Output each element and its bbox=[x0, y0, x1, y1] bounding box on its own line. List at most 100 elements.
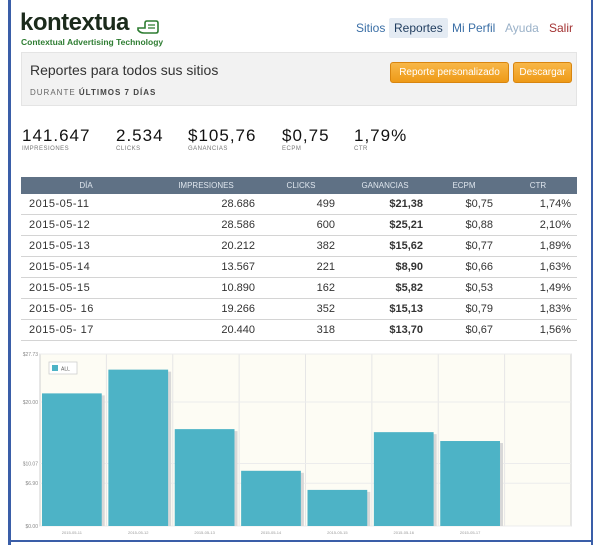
cell-earnings: $15,13 bbox=[341, 298, 429, 320]
x-tick-label: 2015-05-12 bbox=[128, 530, 149, 535]
cell-impressions: 20.440 bbox=[151, 319, 261, 341]
cell-ecpm: $0,66 bbox=[429, 256, 499, 278]
nav-sitios[interactable]: Sitios bbox=[356, 21, 386, 35]
x-tick-label: 2015-05-11 bbox=[62, 530, 83, 535]
cell-ctr: 1,63% bbox=[499, 256, 577, 278]
column-header-impresiones[interactable]: IMPRESIONES bbox=[151, 177, 261, 194]
cell-earnings: $25,21 bbox=[341, 214, 429, 236]
nav-ayuda[interactable]: Ayuda bbox=[505, 21, 539, 35]
period-prefix: DURANTE bbox=[30, 88, 76, 97]
cell-date: 2015-05-11 bbox=[21, 194, 151, 215]
cell-earnings: $8,90 bbox=[341, 256, 429, 278]
cell-date: 2015-05-12 bbox=[21, 214, 151, 236]
bar[interactable] bbox=[42, 393, 102, 526]
table-row: 2015-05- 16 19.266 352 $15,13 $0,79 1,83… bbox=[21, 298, 577, 320]
cell-earnings: $15,62 bbox=[341, 235, 429, 257]
cell-ecpm: $0,88 bbox=[429, 214, 499, 236]
cell-ecpm: $0,79 bbox=[429, 298, 499, 320]
stat-value: 2.534 bbox=[116, 126, 164, 145]
table-row: 2015-05-11 28.686 499 $21,38 $0,75 1,74% bbox=[21, 194, 577, 215]
cell-clicks: 352 bbox=[261, 298, 341, 320]
y-tick-label: $0.00 bbox=[25, 524, 38, 530]
bar[interactable] bbox=[241, 470, 301, 526]
table-row: 2015-05-14 13.567 221 $8,90 $0,66 1,63% bbox=[21, 256, 577, 278]
earnings-chart: $0.00 $6.90 $10.07 $20.00 $27.73 2015-05-11 20… bbox=[20, 346, 580, 538]
brand-name: kontextua bbox=[20, 9, 129, 36]
table-row: 2015-05- 17 20.440 318 $13,70 $0,67 1,56… bbox=[21, 319, 577, 341]
stat-label: ECPM bbox=[282, 146, 302, 152]
bar[interactable] bbox=[174, 429, 235, 526]
page-title: Reportes para todos sus sitios bbox=[30, 62, 219, 78]
nav-salir[interactable]: Salir bbox=[549, 21, 574, 35]
cell-date: 2015-05- 17 bbox=[21, 319, 151, 341]
stat-clicks: 2.534 CLICKS bbox=[116, 126, 164, 153]
y-tick-label: $27.73 bbox=[23, 352, 39, 358]
cell-impressions: 13.567 bbox=[151, 256, 261, 278]
stat-value: $105,76 bbox=[188, 126, 257, 145]
cell-ecpm: $0,53 bbox=[429, 277, 499, 299]
x-tick-label: 2015-05-13 bbox=[194, 530, 215, 535]
legend-label: ALL bbox=[61, 367, 70, 373]
cell-impressions: 28.686 bbox=[151, 194, 261, 215]
column-header-ctr[interactable]: CTR bbox=[499, 177, 577, 194]
cell-clicks: 162 bbox=[261, 277, 341, 299]
column-header-clicks[interactable]: CLICKS bbox=[261, 177, 341, 194]
report-header-panel: Reportes para todos sus sitios DURANTE Ú… bbox=[21, 52, 577, 106]
cell-ctr: 1,74% bbox=[499, 194, 577, 215]
earnings-bar-chart: $0.00 $6.90 $10.07 $20.00 $27.73 2015-05-11 20… bbox=[23, 352, 572, 535]
column-header-dia[interactable]: DÍA bbox=[21, 177, 151, 194]
stat-ecpm: $0,75 ECPM bbox=[282, 127, 330, 153]
stat-label: IMPRESIONES bbox=[22, 146, 70, 152]
period-label: DURANTE ÚLTIMOS 7 DÍAS bbox=[30, 88, 156, 97]
cell-date: 2015-05-13 bbox=[21, 235, 151, 257]
stat-ganancias: $105,76 GANANCIAS bbox=[188, 126, 257, 153]
cell-impressions: 20.212 bbox=[151, 235, 261, 257]
download-button[interactable]: Descargar bbox=[513, 62, 572, 83]
cell-ctr: 1,56% bbox=[499, 319, 577, 341]
cell-earnings: $5,82 bbox=[341, 277, 429, 299]
cell-impressions: 28.586 bbox=[151, 214, 261, 236]
cell-clicks: 600 bbox=[261, 214, 341, 236]
x-tick-label: 2015-05-15 bbox=[327, 530, 348, 535]
cell-impressions: 19.266 bbox=[151, 298, 261, 320]
bar[interactable] bbox=[373, 432, 434, 526]
brand-tagline: Contextual Advertising Technology bbox=[21, 37, 164, 47]
nav-mi-perfil[interactable]: Mi Perfil bbox=[452, 21, 496, 35]
bar[interactable] bbox=[108, 369, 169, 526]
pointing-hand-icon bbox=[137, 20, 159, 34]
nav-reportes[interactable]: Reportes bbox=[389, 18, 448, 38]
cell-ctr: 2,10% bbox=[499, 214, 577, 236]
bar[interactable] bbox=[440, 441, 500, 526]
column-header-ecpm[interactable]: ECPM bbox=[429, 177, 499, 194]
stat-value: 1,79% bbox=[354, 126, 408, 145]
y-tick-label: $6.90 bbox=[25, 481, 38, 487]
cell-date: 2015-05- 16 bbox=[21, 298, 151, 320]
stat-label: CTR bbox=[354, 146, 368, 152]
stat-ctr: 1,79% CTR bbox=[354, 126, 408, 153]
cell-earnings: $21,38 bbox=[341, 194, 429, 215]
table-header-row: DÍA IMPRESIONES CLICKS GANANCIAS ECPM CT… bbox=[21, 177, 577, 194]
window-frame-right bbox=[591, 0, 593, 545]
window-frame-left bbox=[8, 0, 11, 545]
x-tick-label: 2015-05-16 bbox=[394, 530, 415, 535]
cell-earnings: $13,70 bbox=[341, 319, 429, 341]
cell-clicks: 499 bbox=[261, 194, 341, 215]
custom-report-button[interactable]: Reporte personalizado bbox=[390, 62, 509, 83]
legend-swatch bbox=[52, 365, 58, 371]
x-tick-label: 2015-05-17 bbox=[460, 530, 481, 535]
cell-date: 2015-05-15 bbox=[21, 277, 151, 299]
brand-logo[interactable]: kontextua Contextual Advertising Technol… bbox=[20, 9, 164, 50]
cell-ecpm: $0,67 bbox=[429, 319, 499, 341]
cell-clicks: 221 bbox=[261, 256, 341, 278]
table-row: 2015-05-12 28.586 600 $25,21 $0,88 2,10% bbox=[21, 214, 577, 236]
stat-label: GANANCIAS bbox=[188, 146, 228, 152]
cell-ecpm: $0,75 bbox=[429, 194, 499, 215]
bar[interactable] bbox=[307, 489, 368, 526]
table-row: 2015-05-15 10.890 162 $5,82 $0,53 1,49% bbox=[21, 277, 577, 299]
y-tick-label: $10.07 bbox=[23, 462, 39, 468]
stat-impresiones: 141.647 IMPRESIONES bbox=[22, 127, 90, 153]
x-tick-label: 2015-05-14 bbox=[261, 530, 282, 535]
column-header-ganancias[interactable]: GANANCIAS bbox=[341, 177, 429, 194]
cell-ctr: 1,49% bbox=[499, 277, 577, 299]
cell-date: 2015-05-14 bbox=[21, 256, 151, 278]
